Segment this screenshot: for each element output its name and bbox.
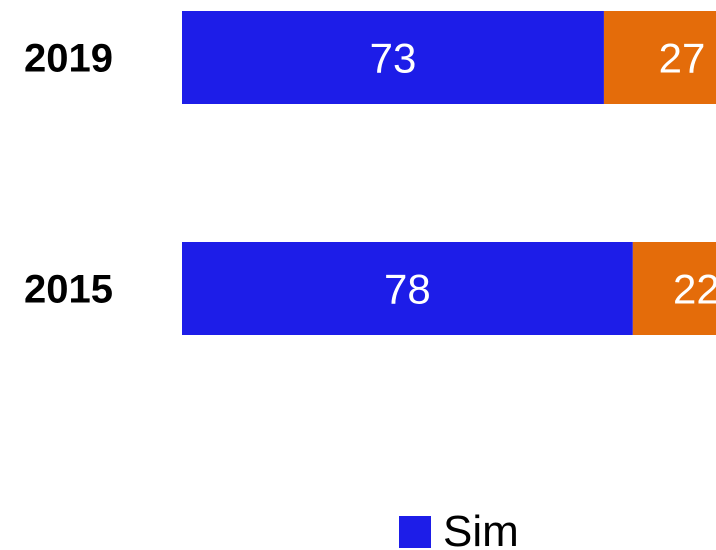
- bar-label-2015-series-1: 78: [384, 266, 431, 313]
- bar-label-2019-series-2: 27: [659, 35, 706, 82]
- bar-2015-series-2: [632, 242, 716, 335]
- bar-2019-series-2: [603, 11, 716, 104]
- category-label-2015: 2015: [24, 268, 113, 312]
- bars: [182, 11, 716, 335]
- bar-label-2019-series-1: 73: [370, 35, 417, 82]
- category-label-2019: 2019: [24, 37, 113, 81]
- category-labels: 2019 2015: [24, 37, 113, 312]
- legend: Sim: [399, 507, 519, 550]
- bar-label-2015-series-2: 22: [673, 266, 716, 313]
- bar-2015-series-1: [182, 242, 633, 335]
- legend-swatch-sim: [399, 516, 431, 548]
- bar-2019-series-1: [182, 11, 604, 104]
- legend-label-sim: Sim: [443, 507, 519, 550]
- bar-value-labels: 73 27 78 22: [370, 35, 716, 313]
